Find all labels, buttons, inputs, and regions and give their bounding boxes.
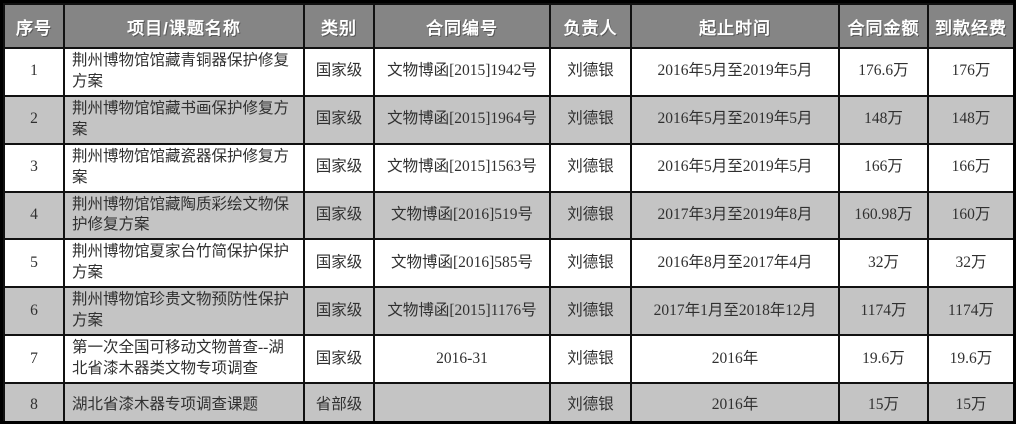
contract-amount-cell: 176.6万	[838, 47, 929, 97]
category-cell: 国家级	[303, 190, 375, 241]
row-number-cell: 8	[3, 381, 65, 421]
table-row: 2 荆州博物馆馆藏书画保护修复方案 国家级 文物博函[2015]1964号 刘德银 201…	[3, 94, 1013, 145]
person-in-charge-cell: 刘德银	[549, 47, 632, 97]
project-name-cell: 荆州博物馆馆藏青铜器保护修复方案	[63, 47, 305, 97]
contract-amount-cell: 15万	[838, 381, 929, 421]
header-time-period: 起止时间	[630, 3, 840, 49]
time-period-cell: 2016年	[630, 381, 840, 421]
header-row: 序号 项目/课题名称 类别 合同编号 负责人 起止时间 合同金额 到款经费	[3, 3, 1013, 49]
header-row-number: 序号	[3, 3, 65, 49]
time-period-cell: 2016年5月至2019年5月	[630, 47, 840, 97]
row-number-cell: 4	[3, 190, 65, 241]
row-number-cell: 3	[3, 142, 65, 193]
person-in-charge-cell: 刘德银	[549, 286, 632, 337]
received-funds-cell: 148万	[927, 94, 1013, 145]
contract-amount-cell: 148万	[838, 94, 929, 145]
contract-number-cell: 文物博函[2015]1942号	[373, 47, 551, 97]
contract-number-cell	[373, 381, 551, 421]
person-in-charge-cell: 刘德银	[549, 238, 632, 289]
category-cell: 省部级	[303, 381, 375, 421]
contract-number-cell: 文物博函[2015]1563号	[373, 142, 551, 193]
project-name-cell: 荆州博物馆夏家台竹简保护保护方案	[63, 238, 305, 289]
received-funds-cell: 32万	[927, 238, 1013, 289]
header-contract-amount: 合同金额	[838, 3, 929, 49]
row-number-cell: 7	[3, 334, 65, 384]
time-period-cell: 2016年8月至2017年4月	[630, 238, 840, 289]
contract-amount-cell: 166万	[838, 142, 929, 193]
person-in-charge-cell: 刘德银	[549, 142, 632, 193]
project-name-cell: 湖北省漆木器专项调查课题	[63, 381, 305, 421]
row-number-cell: 6	[3, 286, 65, 337]
project-name-cell: 荆州博物馆馆藏瓷器保护修复方案	[63, 142, 305, 193]
person-in-charge-cell: 刘德银	[549, 334, 632, 384]
contract-number-cell: 2016-31	[373, 334, 551, 384]
row-number-cell: 5	[3, 238, 65, 289]
header-person-in-charge: 负责人	[549, 3, 632, 49]
person-in-charge-cell: 刘德银	[549, 381, 632, 421]
table-row: 6 荆州博物馆珍贵文物预防性保护方案 国家级 文物博函[2015]1176号 刘德银 20…	[3, 286, 1013, 337]
contract-number-cell: 文物博函[2015]1964号	[373, 94, 551, 145]
contract-amount-cell: 1174万	[838, 286, 929, 337]
table-row: 3 荆州博物馆馆藏瓷器保护修复方案 国家级 文物博函[2015]1563号 刘德银 201…	[3, 142, 1013, 193]
time-period-cell: 2016年5月至2019年5月	[630, 142, 840, 193]
received-funds-cell: 1174万	[927, 286, 1013, 337]
received-funds-cell: 160万	[927, 190, 1013, 241]
time-period-cell: 2016年5月至2019年5月	[630, 94, 840, 145]
table-row: 5 荆州博物馆夏家台竹简保护保护方案 国家级 文物博函[2016]585号 刘德银 201…	[3, 238, 1013, 289]
contract-amount-cell: 32万	[838, 238, 929, 289]
header-category: 类别	[303, 3, 375, 49]
header-contract-number: 合同编号	[373, 3, 551, 49]
category-cell: 国家级	[303, 286, 375, 337]
contract-number-cell: 文物博函[2016]519号	[373, 190, 551, 241]
received-funds-cell: 19.6万	[927, 334, 1013, 384]
table-row: 1 荆州博物馆馆藏青铜器保护修复方案 国家级 文物博函[2015]1942号 刘德银 20…	[3, 47, 1013, 97]
contract-amount-cell: 19.6万	[838, 334, 929, 384]
table-row: 7 第一次全国可移动文物普查--湖北省漆木器类文物专项调查 国家级 2016-31 刘德…	[3, 334, 1013, 384]
header-project-name: 项目/课题名称	[63, 3, 305, 49]
row-number-cell: 1	[3, 47, 65, 97]
category-cell: 国家级	[303, 94, 375, 145]
person-in-charge-cell: 刘德银	[549, 94, 632, 145]
category-cell: 国家级	[303, 142, 375, 193]
row-number-cell: 2	[3, 94, 65, 145]
time-period-cell: 2017年3月至2019年8月	[630, 190, 840, 241]
table-row: 4 荆州博物馆馆藏陶质彩绘文物保护修复方案 国家级 文物博函[2016]519号 刘德银…	[3, 190, 1013, 241]
time-period-cell: 2016年	[630, 334, 840, 384]
project-name-cell: 荆州博物馆珍贵文物预防性保护方案	[63, 286, 305, 337]
category-cell: 国家级	[303, 334, 375, 384]
time-period-cell: 2017年1月至2018年12月	[630, 286, 840, 337]
contract-amount-cell: 160.98万	[838, 190, 929, 241]
project-name-cell: 荆州博物馆馆藏书画保护修复方案	[63, 94, 305, 145]
header-received-funds: 到款经费	[927, 3, 1013, 49]
category-cell: 国家级	[303, 238, 375, 289]
category-cell: 国家级	[303, 47, 375, 97]
project-name-cell: 荆州博物馆馆藏陶质彩绘文物保护修复方案	[63, 190, 305, 241]
person-in-charge-cell: 刘德银	[549, 190, 632, 241]
contract-number-cell: 文物博函[2015]1176号	[373, 286, 551, 337]
received-funds-cell: 15万	[927, 381, 1013, 421]
project-name-cell: 第一次全国可移动文物普查--湖北省漆木器类文物专项调查	[63, 334, 305, 384]
received-funds-cell: 176万	[927, 47, 1013, 97]
table-row: 8 湖北省漆木器专项调查课题 省部级 刘德银 2016年 15万 15万	[3, 381, 1013, 421]
contract-number-cell: 文物博函[2016]585号	[373, 238, 551, 289]
received-funds-cell: 166万	[927, 142, 1013, 193]
